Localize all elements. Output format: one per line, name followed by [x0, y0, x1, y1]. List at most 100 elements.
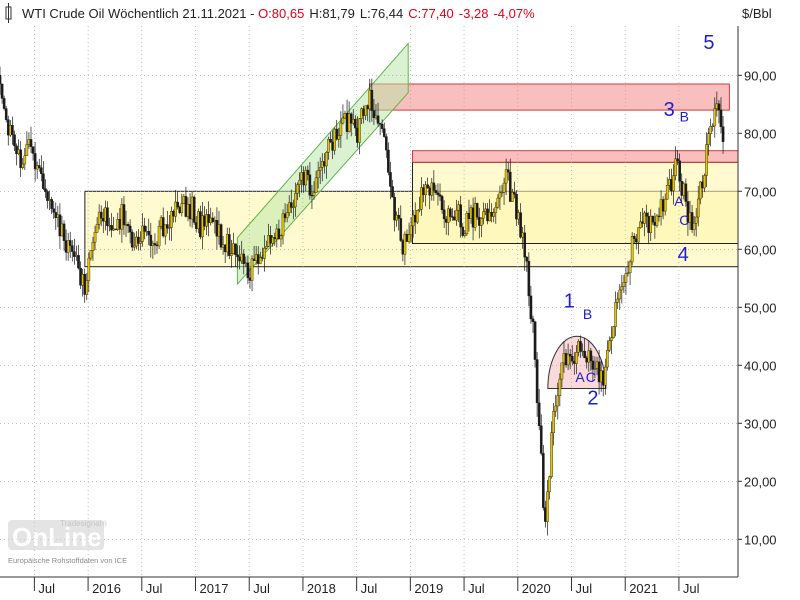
- candle[interactable]: [632, 232, 636, 244]
- candle[interactable]: [289, 189, 293, 214]
- candle[interactable]: [566, 343, 570, 371]
- candle[interactable]: [684, 178, 688, 207]
- candle[interactable]: [494, 202, 498, 224]
- candle[interactable]: [616, 292, 619, 310]
- candle[interactable]: [570, 345, 574, 366]
- candle[interactable]: [31, 146, 35, 161]
- candle[interactable]: [655, 213, 659, 228]
- candle[interactable]: [628, 259, 632, 285]
- candle[interactable]: [455, 199, 458, 226]
- candle[interactable]: [19, 141, 22, 177]
- candle[interactable]: [502, 177, 506, 205]
- candle[interactable]: [46, 189, 49, 209]
- candle[interactable]: [389, 162, 392, 200]
- candle[interactable]: [250, 255, 254, 292]
- candle[interactable]: [71, 240, 74, 262]
- candle[interactable]: [73, 238, 76, 265]
- candle[interactable]: [438, 183, 442, 201]
- candle[interactable]: [539, 414, 543, 456]
- candle[interactable]: [665, 177, 669, 200]
- candle[interactable]: [304, 166, 308, 192]
- candle[interactable]: [480, 217, 483, 238]
- candle[interactable]: [542, 444, 545, 511]
- candle[interactable]: [626, 260, 630, 277]
- candle[interactable]: [552, 402, 555, 446]
- candle[interactable]: [527, 252, 531, 307]
- candle[interactable]: [591, 355, 595, 382]
- candle[interactable]: [436, 183, 440, 206]
- candle[interactable]: [62, 220, 66, 251]
- candle[interactable]: [382, 122, 386, 138]
- candle[interactable]: [93, 225, 97, 251]
- candle[interactable]: [271, 235, 274, 247]
- candle[interactable]: [624, 266, 628, 295]
- candle[interactable]: [407, 222, 411, 244]
- candle[interactable]: [603, 358, 607, 395]
- candle[interactable]: [432, 170, 436, 201]
- candle[interactable]: [676, 149, 679, 166]
- candle[interactable]: [674, 146, 677, 181]
- candle[interactable]: [85, 272, 89, 301]
- candle[interactable]: [294, 182, 297, 217]
- candle[interactable]: [33, 142, 37, 182]
- candle[interactable]: [637, 227, 640, 255]
- candle[interactable]: [143, 217, 146, 240]
- candle[interactable]: [354, 115, 357, 137]
- candle[interactable]: [306, 165, 310, 181]
- candle[interactable]: [579, 335, 582, 358]
- candle[interactable]: [523, 224, 527, 272]
- candle[interactable]: [91, 236, 95, 261]
- candle[interactable]: [128, 219, 132, 244]
- candle[interactable]: [713, 97, 717, 138]
- candle[interactable]: [692, 215, 696, 236]
- candle[interactable]: [610, 326, 613, 355]
- candle[interactable]: [219, 223, 223, 250]
- candle[interactable]: [492, 208, 496, 223]
- candle[interactable]: [426, 177, 429, 189]
- candle[interactable]: [424, 181, 427, 207]
- candle[interactable]: [568, 349, 572, 370]
- candle[interactable]: [234, 243, 237, 267]
- candle[interactable]: [149, 222, 153, 258]
- resistance-zone[interactable]: [412, 150, 739, 163]
- candle[interactable]: [583, 337, 586, 359]
- candle[interactable]: [618, 283, 622, 310]
- candle[interactable]: [420, 177, 423, 216]
- candle[interactable]: [606, 340, 609, 371]
- candle[interactable]: [66, 232, 70, 261]
- candle[interactable]: [236, 245, 239, 269]
- candle[interactable]: [449, 207, 452, 222]
- candle[interactable]: [168, 215, 171, 241]
- candle[interactable]: [246, 255, 250, 285]
- candle[interactable]: [721, 116, 725, 154]
- candle[interactable]: [399, 205, 403, 243]
- candle[interactable]: [0, 66, 2, 95]
- candle[interactable]: [535, 352, 539, 417]
- candle[interactable]: [531, 315, 535, 333]
- candle[interactable]: [11, 116, 14, 145]
- candle[interactable]: [157, 220, 161, 249]
- candle[interactable]: [110, 213, 113, 238]
- candle[interactable]: [372, 98, 376, 126]
- candle[interactable]: [475, 202, 479, 220]
- candle[interactable]: [608, 336, 611, 352]
- candle[interactable]: [325, 151, 328, 179]
- candle[interactable]: [87, 252, 91, 293]
- candle[interactable]: [139, 231, 142, 251]
- candle[interactable]: [678, 153, 681, 192]
- candle[interactable]: [230, 239, 233, 268]
- candle[interactable]: [23, 147, 27, 170]
- candle[interactable]: [560, 362, 564, 388]
- candle[interactable]: [709, 118, 712, 147]
- candle[interactable]: [153, 233, 157, 255]
- candle[interactable]: [694, 208, 698, 237]
- candle[interactable]: [312, 181, 316, 200]
- candle[interactable]: [310, 184, 314, 209]
- candle[interactable]: [575, 345, 578, 375]
- candle[interactable]: [612, 325, 615, 339]
- candle[interactable]: [192, 195, 196, 225]
- candle[interactable]: [418, 196, 421, 213]
- candle[interactable]: [77, 244, 80, 270]
- candle[interactable]: [333, 127, 336, 155]
- candle[interactable]: [513, 181, 516, 199]
